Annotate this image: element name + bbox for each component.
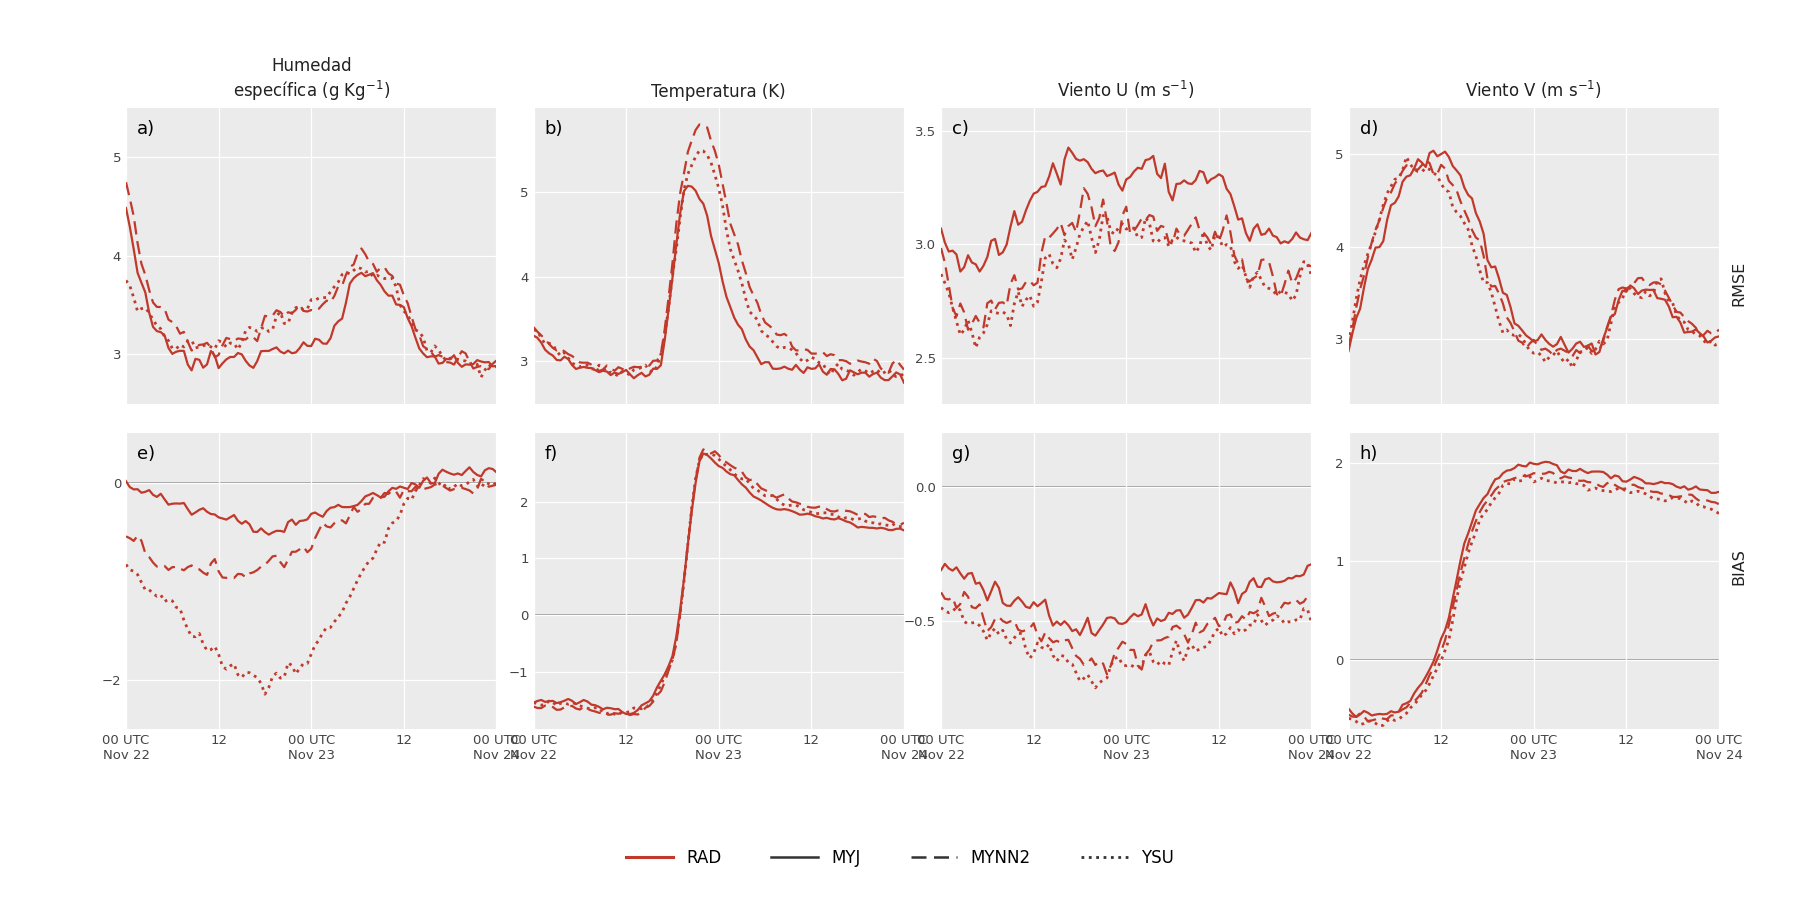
Title: Viento V (m s$^{-1}$): Viento V (m s$^{-1}$) [1465,79,1602,101]
Title: Humedad
específica (g Kg$^{-1}$): Humedad específica (g Kg$^{-1}$) [232,58,391,103]
Title: Temperatura (K): Temperatura (K) [652,83,787,101]
Text: e): e) [137,446,155,464]
Title: Viento U (m s$^{-1}$): Viento U (m s$^{-1}$) [1057,79,1195,101]
Text: RMSE: RMSE [1732,261,1746,306]
Text: c): c) [952,120,968,138]
Text: f): f) [545,446,558,464]
Text: a): a) [137,120,155,138]
Text: BIAS: BIAS [1732,549,1746,585]
Legend: RAD, MYJ, MYNN2, YSU: RAD, MYJ, MYNN2, YSU [619,842,1181,874]
Text: b): b) [545,120,563,138]
Text: g): g) [952,446,970,464]
Text: d): d) [1359,120,1379,138]
Text: h): h) [1359,446,1379,464]
